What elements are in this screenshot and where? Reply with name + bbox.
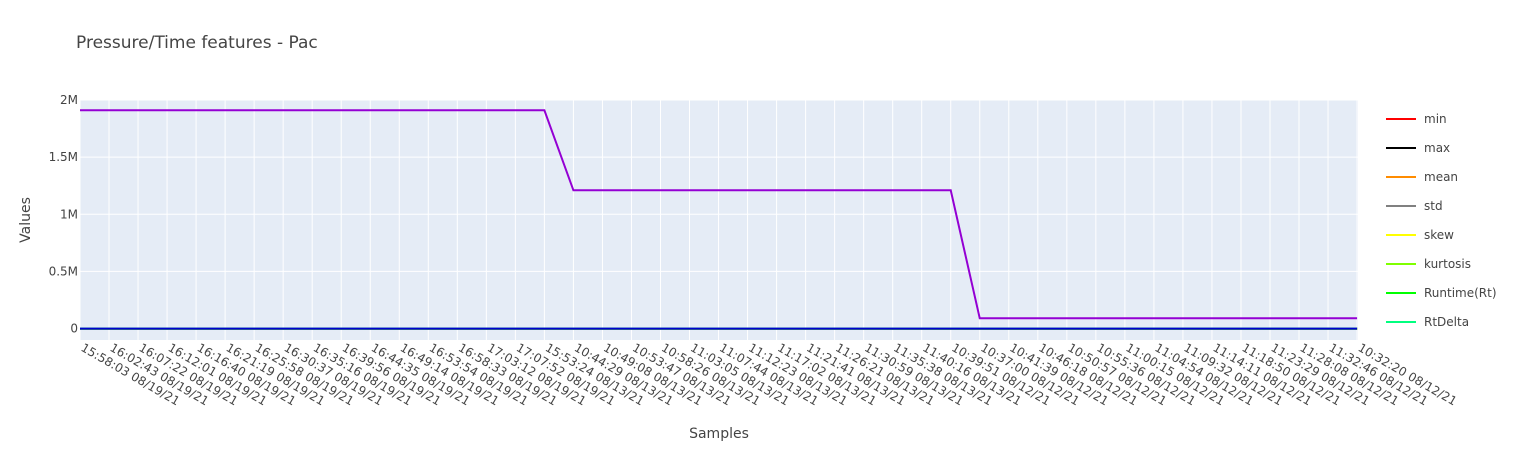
legend-swatch bbox=[1386, 117, 1416, 120]
legend-swatch bbox=[1386, 262, 1416, 265]
legend-swatch bbox=[1386, 291, 1416, 294]
legend-item-min[interactable]: min bbox=[1386, 104, 1497, 133]
legend-swatch bbox=[1386, 233, 1416, 236]
y-tick-label: 1.5M bbox=[49, 150, 78, 164]
legend-swatch bbox=[1386, 175, 1416, 178]
legend: min max mean std skew kurtosis Runtime(Rt) RtDe… bbox=[1386, 104, 1497, 336]
legend-item-runtime-rt[interactable]: Runtime(Rt) bbox=[1386, 278, 1497, 307]
x-axis-label: Samples bbox=[689, 426, 749, 442]
y-axis-label: Values bbox=[18, 197, 34, 243]
legend-item-std[interactable]: std bbox=[1386, 191, 1497, 220]
legend-label: kurtosis bbox=[1424, 256, 1472, 271]
legend-label: skew bbox=[1424, 227, 1454, 242]
legend-item-rtdelta[interactable]: RtDelta bbox=[1386, 307, 1497, 336]
legend-swatch bbox=[1386, 146, 1416, 149]
legend-label: std bbox=[1424, 198, 1443, 213]
x-gridlines bbox=[79, 100, 1358, 340]
legend-label: RtDelta bbox=[1424, 314, 1470, 329]
series-lines bbox=[80, 109, 1358, 330]
legend-swatch bbox=[1386, 320, 1416, 323]
legend-label: max bbox=[1424, 140, 1451, 155]
chart-title: Pressure/Time features - Pac bbox=[76, 33, 318, 53]
y-tick-labels: 0 0.5M 1M 1.5M 2M bbox=[49, 93, 78, 336]
legend-swatch bbox=[1386, 204, 1416, 207]
y-tick-label: 0 bbox=[70, 322, 78, 336]
legend-item-skew[interactable]: skew bbox=[1386, 220, 1497, 249]
series-line bbox=[80, 109, 1358, 320]
y-tick-label: 2M bbox=[60, 93, 78, 107]
y-tick-label: 0.5M bbox=[49, 264, 78, 278]
legend-label: Runtime(Rt) bbox=[1424, 285, 1497, 300]
legend-item-mean[interactable]: mean bbox=[1386, 162, 1497, 191]
y-tick-label: 1M bbox=[60, 207, 78, 221]
legend-item-kurtosis[interactable]: kurtosis bbox=[1386, 249, 1497, 278]
legend-label: mean bbox=[1424, 169, 1459, 184]
legend-label: min bbox=[1424, 111, 1447, 126]
legend-item-max[interactable]: max bbox=[1386, 133, 1497, 162]
